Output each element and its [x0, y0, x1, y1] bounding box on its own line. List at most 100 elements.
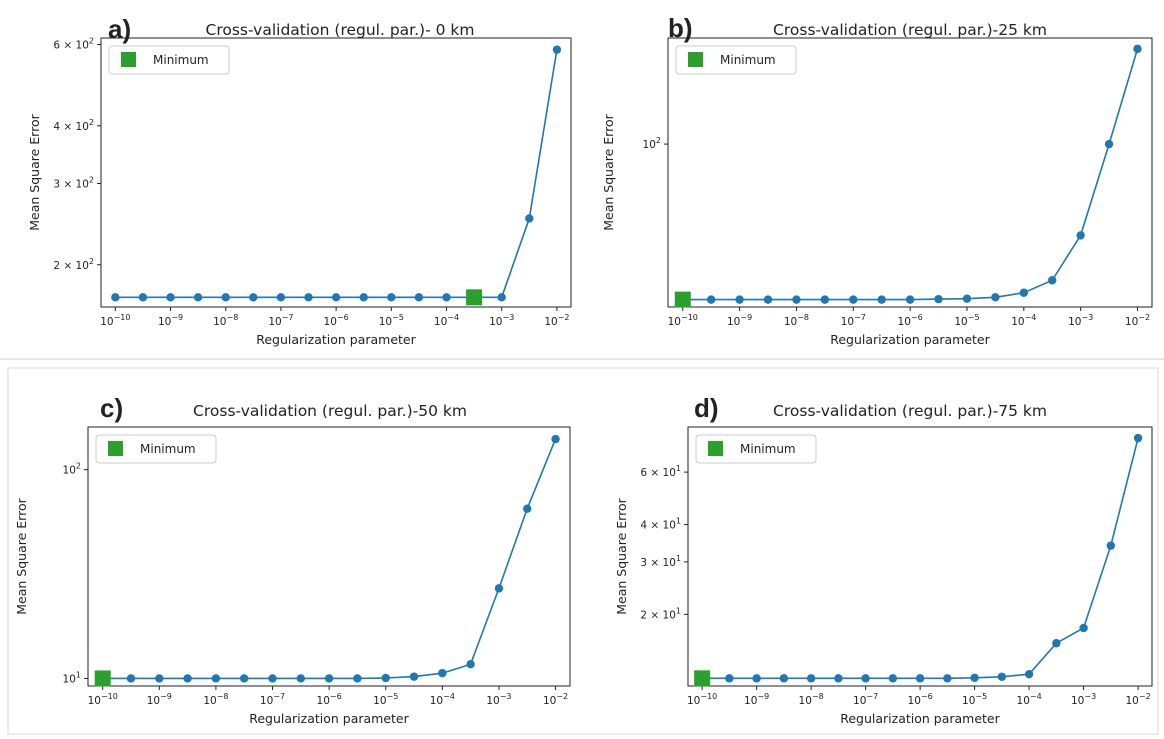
- x-tick-exponent: −8: [797, 313, 809, 322]
- data-point: [849, 295, 858, 304]
- x-tick-label: 10−4: [1017, 692, 1042, 707]
- x-tick-exponent: −5: [968, 313, 980, 322]
- x-tick-label: 10−9: [158, 313, 183, 328]
- y-tick-label: 3 × 102: [53, 175, 94, 190]
- y-axis-label: Mean Square Error: [614, 497, 629, 614]
- y-tick-label: 2 × 102: [53, 257, 94, 272]
- data-point: [905, 295, 915, 304]
- x-tick-exponent: −5: [387, 692, 399, 701]
- x-tick-base: 10: [379, 316, 392, 328]
- x-tick-base: 10: [430, 695, 443, 707]
- data-point: [991, 293, 1000, 302]
- x-tick-exponent: −10: [700, 692, 717, 701]
- x-tick-exponent: −2: [1139, 692, 1151, 701]
- x-tick-label: 10−10: [687, 692, 717, 707]
- x-tick-exponent: −3: [500, 692, 512, 701]
- y-tick-base: 6 × 10: [640, 467, 676, 479]
- x-tick-label: 10−8: [784, 313, 809, 328]
- data-point: [276, 293, 286, 302]
- lower-frame: [7, 367, 1159, 735]
- chart-panel: d) Cross-validation (regul. par.)-75 km 10…: [614, 393, 1153, 726]
- data-point: [126, 674, 136, 683]
- data-point: [779, 674, 789, 683]
- x-tick-base: 10: [486, 695, 499, 707]
- data-point: [525, 214, 534, 223]
- x-tick-base: 10: [1017, 695, 1030, 707]
- data-point: [934, 294, 943, 304]
- x-tick-base: 10: [147, 695, 160, 707]
- x-tick-base: 10: [543, 695, 556, 707]
- chart-panel: b) Cross-validation (regul. par.)-25 km 10…: [601, 13, 1153, 347]
- data-point: [466, 660, 475, 669]
- x-tick-base: 10: [1071, 695, 1084, 707]
- x-tick-label: 10−5: [954, 313, 979, 328]
- y-tick-exponent: 1: [676, 464, 681, 473]
- y-tick-exponent: 2: [76, 462, 81, 471]
- x-tick-label: 10−3: [489, 313, 514, 328]
- data-point: [792, 295, 801, 304]
- x-tick-base: 10: [317, 695, 330, 707]
- y-tick-label: 102: [63, 462, 81, 477]
- data-point: [497, 293, 506, 302]
- legend-minimum-swatch: [108, 441, 123, 456]
- x-tick-base: 10: [373, 695, 386, 707]
- x-tick-label: 10−7: [853, 692, 878, 707]
- data-point: [1024, 669, 1034, 679]
- x-tick-label: 10−7: [260, 692, 285, 707]
- data-point: [915, 674, 925, 683]
- data-point: [193, 293, 203, 302]
- y-tick-base: 3 × 10: [53, 178, 89, 190]
- data-point: [249, 293, 258, 302]
- data-point: [706, 295, 716, 304]
- chart-title: Cross-validation (regul. par.)-75 km: [773, 402, 1047, 420]
- x-tick-exponent: −4: [1030, 692, 1042, 701]
- data-point: [239, 674, 249, 683]
- y-tick-label: 101: [63, 670, 81, 685]
- y-tick-label: 4 × 102: [53, 118, 94, 133]
- x-tick-label: 10−4: [434, 313, 459, 328]
- data-point: [725, 674, 734, 683]
- y-tick-exponent: 1: [676, 606, 681, 615]
- data-point: [138, 293, 148, 302]
- data-point: [551, 434, 560, 444]
- data-point: [409, 672, 419, 681]
- x-axis-label: Regularization parameter: [840, 711, 1000, 726]
- x-axis-label: Regularization parameter: [249, 711, 409, 726]
- y-tick-label: 2 × 101: [640, 606, 681, 621]
- plot-area: [687, 426, 1153, 687]
- x-tick-base: 10: [908, 695, 921, 707]
- x-tick-base: 10: [324, 316, 337, 328]
- x-tick-base: 10: [203, 695, 216, 707]
- x-tick-base: 10: [434, 316, 447, 328]
- y-tick-base: 6 × 10: [53, 40, 89, 52]
- legend-label: Minimum: [140, 442, 196, 456]
- x-tick-base: 10: [962, 695, 975, 707]
- panel-letter: a): [108, 14, 131, 44]
- data-point: [1052, 639, 1061, 648]
- y-tick-base: 2 × 10: [53, 260, 89, 272]
- plot-area: [87, 426, 571, 687]
- x-tick-base: 10: [784, 316, 797, 328]
- y-tick-exponent: 1: [76, 670, 81, 679]
- x-tick-label: 10−3: [1071, 692, 1096, 707]
- data-point: [494, 584, 504, 593]
- x-tick-exponent: −3: [1084, 692, 1096, 701]
- x-tick-label: 10−9: [727, 313, 752, 328]
- x-tick-label: 10−6: [317, 692, 342, 707]
- x-tick-label: 10−5: [379, 313, 404, 328]
- data-point: [387, 293, 396, 302]
- x-tick-exponent: −4: [447, 313, 459, 322]
- x-tick-exponent: −10: [114, 313, 131, 322]
- data-point: [888, 674, 898, 683]
- y-tick-exponent: 2: [89, 257, 94, 266]
- data-point: [861, 674, 870, 683]
- data-point: [552, 45, 562, 54]
- plot-area: [667, 37, 1153, 308]
- x-tick-exponent: −3: [1081, 313, 1093, 322]
- panel-letter: d): [694, 393, 719, 423]
- data-point: [414, 293, 424, 302]
- data-point: [997, 672, 1007, 681]
- data-point: [970, 673, 979, 683]
- legend-minimum-swatch: [121, 52, 136, 67]
